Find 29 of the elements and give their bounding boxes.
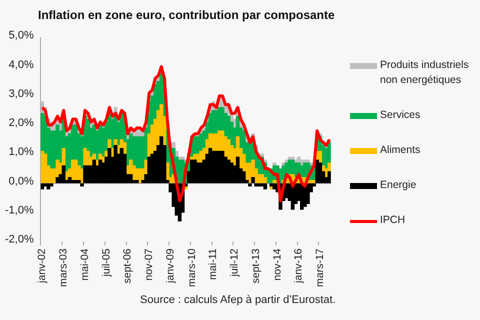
source-note: Source : calculs Afep à partir d’Eurostat. — [140, 294, 336, 306]
x-tick-label: janv-09 — [164, 248, 176, 284]
y-tick-label: 4,0% — [8, 58, 34, 71]
x-tick-label: sept-06 — [122, 248, 134, 284]
legend-label: Produits industriels non energétiques — [380, 58, 470, 88]
x-tick-label: sept-13 — [250, 248, 262, 284]
legend-label: IPCH — [380, 213, 406, 228]
y-tick-label: 3,0% — [8, 88, 34, 100]
chart-title: Inflation en zone euro, contribution par composante — [38, 8, 335, 22]
x-tick-label: nov-14 — [271, 248, 284, 281]
x-tick-label: mai-04 — [78, 248, 91, 281]
x-tick-label: juil-05 — [100, 248, 112, 278]
legend-label: Aliments — [380, 143, 420, 158]
x-tick-label: juil-12 — [228, 248, 241, 278]
x-tick-label: mai-11 — [207, 248, 220, 280]
x-tick-label: nov-07 — [143, 248, 156, 281]
y-tick-label: 2,0% — [8, 117, 34, 130]
y-tick-label: -1,0% — [4, 204, 34, 216]
x-tick-label: mars-17 — [314, 248, 326, 288]
legend-label: Services — [380, 108, 420, 123]
y-tick-label: 1,0% — [8, 146, 34, 158]
y-tick-label: 5,0% — [8, 30, 34, 42]
x-tick-label: janv-02 — [36, 248, 48, 284]
x-tick-label: mars-03 — [58, 248, 70, 288]
y-tick-label: -2,0% — [4, 234, 34, 246]
legend-label: Energie — [380, 178, 416, 193]
x-tick-label: mars-10 — [186, 248, 198, 288]
y-tick-label: 0,0% — [8, 175, 34, 188]
x-tick-label: janv-16 — [292, 248, 305, 284]
